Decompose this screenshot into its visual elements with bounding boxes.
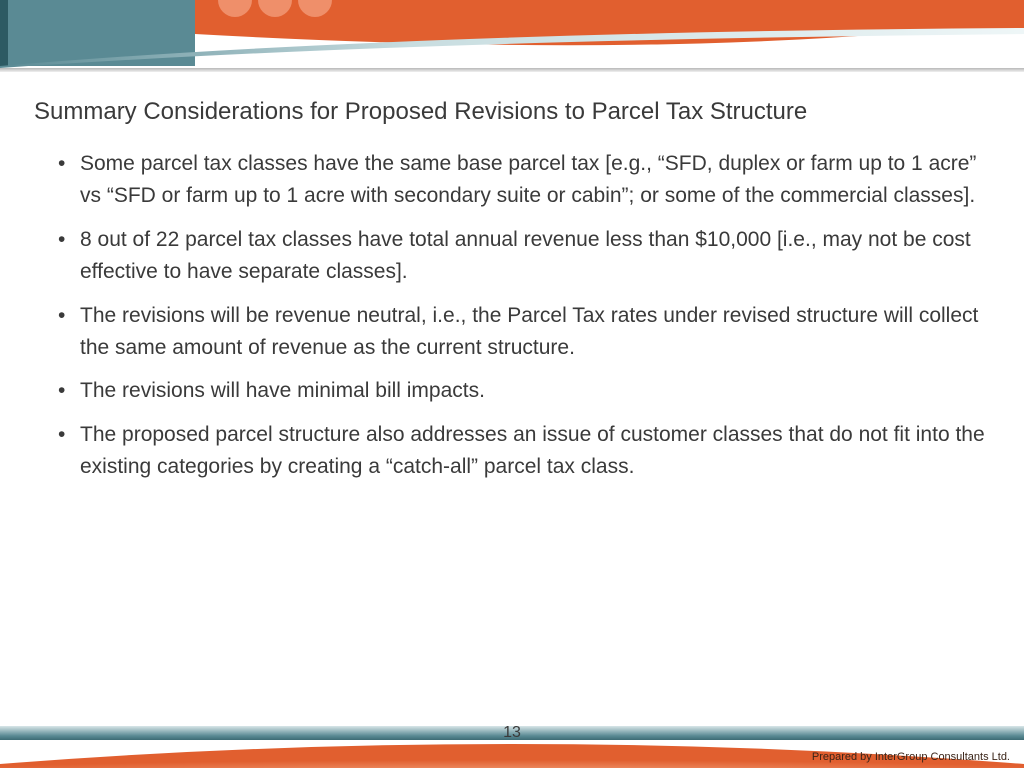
- list-item: Some parcel tax classes have the same ba…: [58, 148, 994, 212]
- dot-icon: [298, 0, 332, 17]
- list-item: The revisions will have minimal bill imp…: [58, 375, 994, 407]
- list-item: The proposed parcel structure also addre…: [58, 419, 994, 483]
- list-item: 8 out of 22 parcel tax classes have tota…: [58, 224, 994, 288]
- header-teal-swoosh: [0, 28, 1024, 88]
- page-number: 13: [0, 724, 1024, 742]
- header-dots: [218, 0, 332, 17]
- slide-header: [0, 0, 1024, 72]
- dot-icon: [218, 0, 252, 17]
- header-divider: [0, 68, 1024, 72]
- dot-icon: [258, 0, 292, 17]
- slide-footer: 13 Prepared by InterGroup Consultants Lt…: [0, 720, 1024, 768]
- bullet-list: Some parcel tax classes have the same ba…: [34, 148, 994, 483]
- slide-title: Summary Considerations for Proposed Revi…: [34, 98, 994, 126]
- slide-content: Summary Considerations for Proposed Revi…: [34, 98, 994, 495]
- attribution: Prepared by InterGroup Consultants Ltd.: [812, 751, 1010, 763]
- list-item: The revisions will be revenue neutral, i…: [58, 300, 994, 364]
